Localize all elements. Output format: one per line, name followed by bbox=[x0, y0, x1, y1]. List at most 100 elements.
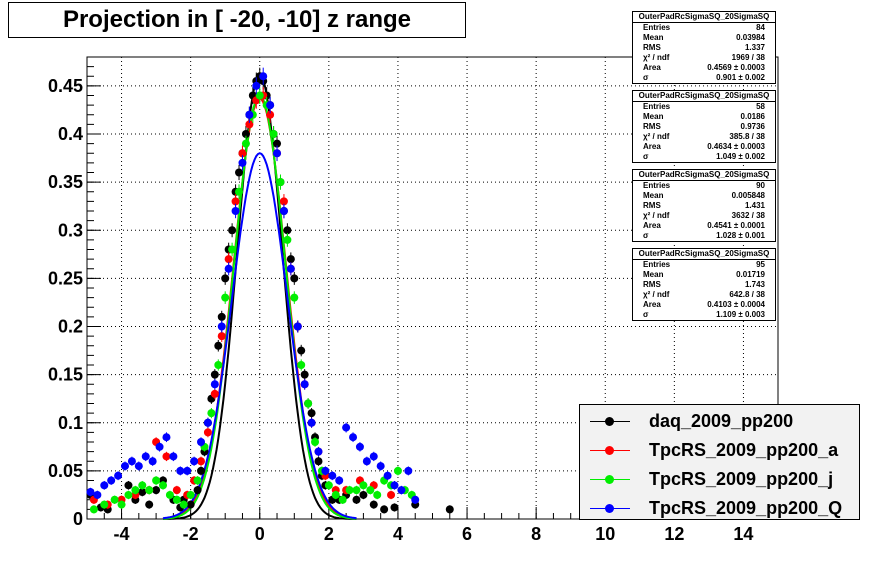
data-point bbox=[276, 178, 285, 187]
data-point bbox=[255, 91, 264, 100]
data-point bbox=[190, 457, 199, 466]
stats-row: χ² / ndf 1969 / 38 bbox=[633, 53, 775, 63]
x-tick-label: 0 bbox=[255, 524, 265, 544]
data-point bbox=[307, 418, 316, 427]
data-point bbox=[245, 120, 254, 129]
stats-value: 0.4569 ± 0.0003 bbox=[707, 63, 765, 72]
data-point bbox=[241, 130, 250, 138]
x-tick-label: 8 bbox=[531, 524, 541, 544]
stats-row: Area 0.4634 ± 0.0003 bbox=[633, 142, 775, 152]
data-point bbox=[203, 428, 212, 437]
stats-row: Area 0.4569 ± 0.0003 bbox=[633, 63, 775, 73]
stats-row: σ 0.901 ± 0.002 bbox=[633, 73, 775, 83]
data-point bbox=[210, 380, 219, 389]
data-point bbox=[145, 500, 154, 509]
legend-label: TpcRS_2009_pp200_a bbox=[649, 440, 839, 460]
data-point bbox=[217, 322, 226, 331]
stats-value: 1969 / 38 bbox=[731, 53, 765, 62]
data-point bbox=[362, 457, 371, 466]
data-point bbox=[231, 197, 240, 206]
legend-marker-icon bbox=[605, 446, 614, 455]
data-point bbox=[297, 346, 306, 355]
data-point bbox=[328, 471, 337, 480]
data-point bbox=[387, 490, 396, 499]
stats-row: Entries 84 bbox=[633, 23, 775, 33]
stats-label: σ bbox=[643, 152, 649, 161]
data-point bbox=[114, 471, 123, 480]
data-point bbox=[373, 490, 382, 499]
data-point bbox=[186, 490, 195, 499]
stats-value: 0.005848 bbox=[731, 191, 765, 200]
data-point bbox=[117, 500, 126, 509]
data-point bbox=[279, 197, 288, 206]
stats-value: 84 bbox=[756, 23, 765, 32]
stats-value: 0.03984 bbox=[736, 33, 765, 42]
data-point bbox=[342, 423, 351, 432]
data-point bbox=[148, 457, 157, 466]
data-point bbox=[366, 486, 375, 495]
data-point bbox=[224, 264, 233, 273]
stats-label: χ² / ndf bbox=[643, 211, 670, 220]
stats-value: 0.9736 bbox=[740, 122, 765, 131]
stats-label: Mean bbox=[643, 112, 664, 121]
data-point bbox=[152, 486, 161, 495]
stats-box: OuterPadRcSigmaSQ_20SigmaSQ Entries 84 Mean… bbox=[632, 11, 776, 84]
data-point bbox=[335, 476, 344, 485]
data-point bbox=[238, 149, 247, 158]
stats-value: 0.4634 ± 0.0003 bbox=[707, 142, 765, 151]
y-tick-label: 0.25 bbox=[48, 268, 83, 288]
stats-row: χ² / ndf 3632 / 38 bbox=[633, 211, 775, 221]
chart-title-box: Projection in [ -20, -10] z range bbox=[8, 2, 466, 38]
stats-value: 3632 / 38 bbox=[731, 211, 765, 220]
data-point bbox=[314, 447, 323, 456]
stats-label: Mean bbox=[643, 33, 664, 42]
data-point bbox=[179, 500, 188, 509]
stats-row: Area 0.4103 ± 0.0004 bbox=[633, 300, 775, 310]
legend-label: TpcRS_2009_pp200_Q bbox=[649, 498, 843, 518]
data-point bbox=[349, 433, 358, 442]
data-point bbox=[338, 495, 347, 504]
stats-label: σ bbox=[643, 310, 649, 319]
y-tick-label: 0.45 bbox=[48, 76, 83, 96]
y-tick-label: 0.4 bbox=[58, 124, 83, 144]
fit-curve bbox=[162, 152, 357, 520]
legend-item-daq: daq_2009_pp200 bbox=[580, 407, 861, 436]
data-point bbox=[172, 486, 181, 495]
data-point bbox=[207, 409, 216, 418]
y-tick-label: 0.2 bbox=[58, 317, 83, 337]
data-point bbox=[217, 332, 226, 341]
y-tick-label: 0.3 bbox=[58, 220, 83, 240]
data-point bbox=[269, 130, 278, 138]
x-tick-label: 10 bbox=[595, 524, 615, 544]
stats-value: 1.431 bbox=[744, 201, 765, 210]
data-point bbox=[393, 466, 402, 475]
data-point bbox=[100, 481, 109, 490]
data-point bbox=[311, 438, 320, 446]
stats-row: Entries 58 bbox=[633, 102, 775, 112]
stats-label: σ bbox=[643, 231, 649, 240]
legend-marker-icon bbox=[605, 504, 614, 513]
data-point bbox=[159, 481, 168, 490]
x-tick-label: -4 bbox=[114, 524, 130, 544]
data-point bbox=[193, 476, 202, 485]
stats-label: Entries bbox=[643, 23, 671, 32]
data-point bbox=[214, 341, 223, 350]
legend-marker-icon bbox=[605, 475, 614, 484]
x-tick-label: 2 bbox=[324, 524, 334, 544]
data-point bbox=[345, 486, 354, 495]
data-point bbox=[411, 495, 420, 504]
stats-box: OuterPadRcSigmaSQ_20SigmaSQ Entries 90 Mean… bbox=[632, 169, 776, 242]
data-point bbox=[390, 503, 399, 512]
data-point bbox=[259, 72, 268, 81]
stats-box: OuterPadRcSigmaSQ_20SigmaSQ Entries 58 Mean… bbox=[632, 90, 776, 163]
data-point bbox=[324, 481, 333, 490]
stats-box-name: OuterPadRcSigmaSQ_20SigmaSQ bbox=[633, 91, 775, 102]
data-point bbox=[290, 274, 299, 283]
stats-row: RMS 1.431 bbox=[633, 201, 775, 211]
data-point bbox=[134, 462, 143, 471]
data-point bbox=[359, 481, 368, 490]
data-point bbox=[186, 500, 195, 509]
data-point bbox=[369, 452, 378, 461]
stats-value: 1.028 ± 0.001 bbox=[716, 231, 765, 240]
data-point bbox=[172, 495, 181, 504]
